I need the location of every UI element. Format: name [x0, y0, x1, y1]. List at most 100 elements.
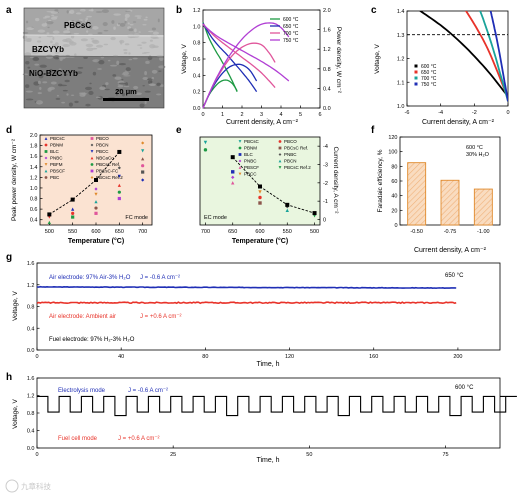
y-tick-label: -3	[323, 163, 328, 169]
legend-swatch	[278, 159, 282, 163]
legend-swatch	[238, 140, 242, 143]
x-tick-label: 2	[240, 112, 243, 118]
bar-1	[440, 179, 460, 226]
y-tick-label: 0.4	[27, 429, 35, 435]
legend-label: 650 °C	[283, 24, 299, 30]
x-tick-label: 0	[506, 110, 509, 116]
legend-label: 750 °C	[421, 82, 437, 88]
x-tick-label: 0	[35, 452, 38, 458]
legend-label: 700 °C	[421, 76, 437, 82]
panel-label: h	[6, 372, 12, 383]
legend-label: PBCC	[96, 149, 109, 154]
y-tick-label: 0.8	[30, 197, 38, 203]
x-tick-label: 75	[442, 452, 448, 458]
legend-label: BLC	[244, 152, 254, 157]
trend-point	[230, 155, 235, 160]
y-tick-label: 1.1	[397, 80, 405, 86]
x-tick-label: 650	[228, 229, 237, 235]
legend-label: PBSCF	[50, 169, 65, 174]
legend-swatch	[278, 153, 282, 156]
stability-line-1	[36, 301, 457, 305]
data-point	[141, 157, 145, 161]
y-tick-label: 1.2	[397, 57, 405, 63]
y-tick-label: 0.4	[193, 73, 201, 79]
y-axis-label: Voltage, V	[12, 399, 19, 429]
data-point	[258, 195, 262, 200]
x-tick-label: 80	[202, 354, 208, 360]
legend-swatch	[414, 76, 418, 80]
y-tick-label: -4	[323, 144, 328, 150]
power-curve-1	[202, 63, 258, 109]
y2-tick-label: 1.6	[323, 28, 331, 34]
y-axis-label: Peak power density, W cm⁻²	[11, 138, 18, 221]
data-point	[258, 201, 262, 205]
current-label-2: J = +0.6 A cm⁻²	[140, 314, 182, 320]
temperature-label: 650 °C	[445, 273, 464, 279]
x-tick-label: -0.75	[444, 229, 457, 235]
legend-label: PBCsC	[50, 136, 66, 141]
legend-swatch	[238, 153, 242, 156]
legend-label: PBCsC-FC	[96, 169, 119, 174]
watermark: 九章科技	[21, 481, 51, 491]
x-tick-label: 550	[68, 229, 77, 235]
legend-label: 650 °C	[421, 70, 437, 76]
x-tick-label: 650	[115, 229, 124, 235]
data-point	[117, 174, 121, 178]
data-point	[117, 190, 121, 194]
y-axis-label: Voltage, V	[181, 44, 188, 74]
legend-swatch	[44, 137, 48, 140]
y-tick-label: 1.0	[397, 104, 405, 110]
x-tick-label: -0.50	[410, 229, 423, 235]
legend-swatch	[44, 163, 48, 166]
legend-label: 700 °C	[283, 31, 299, 37]
mode-label: FC mode	[125, 215, 148, 221]
legend-label: PBNM	[50, 143, 63, 148]
data-point	[94, 187, 98, 191]
iv-curve-3	[489, 11, 508, 102]
power-curve-0	[202, 79, 238, 109]
condition-label-3: Fuel electrode: 97% H₂-3% H₂O	[49, 337, 135, 343]
y-tick-label: 1.4	[30, 165, 38, 171]
legend-label: 750 °C	[283, 38, 299, 44]
y-tick-label: 0.8	[27, 305, 35, 311]
x-tick-label: -6	[405, 110, 410, 116]
x-tick-label: -2	[472, 110, 477, 116]
y-tick-label: 1.2	[193, 8, 201, 14]
x-tick-label: 4	[279, 112, 282, 118]
x-tick-label: 50	[306, 452, 312, 458]
trend-point	[312, 211, 317, 216]
temperature-label: 600 °C	[455, 385, 474, 391]
data-point	[47, 220, 51, 224]
panel-label: c	[371, 5, 377, 16]
y-tick-label: 40	[391, 194, 397, 200]
data-point	[117, 196, 121, 201]
legend-swatch	[238, 172, 242, 176]
data-point	[71, 211, 75, 215]
x-tick-label: 25	[170, 452, 176, 458]
legend-label: PBCsC Ref.	[284, 146, 308, 151]
layer-label-bzcyyb: BZCYYb	[32, 45, 64, 54]
legend-swatch	[44, 143, 48, 147]
legend-label: PNBC	[50, 156, 63, 161]
legend-label: PBCO	[96, 136, 109, 141]
y-tick-label: 0.6	[193, 57, 201, 63]
y-axis-label: Voltage, V	[12, 291, 19, 321]
legend-label: PNBC	[244, 159, 257, 164]
x-tick-label: 120	[285, 354, 294, 360]
x-tick-label: 550	[283, 229, 292, 235]
current-label-2: J = +0.6 A cm⁻²	[118, 436, 160, 442]
y-tick-label: 1.6	[27, 261, 35, 267]
iv-curve-0	[418, 11, 508, 98]
curves-c	[418, 11, 508, 102]
trend-line	[232, 156, 315, 214]
legend-swatch	[90, 143, 94, 147]
mode-label: EC mode	[204, 215, 227, 221]
y-tick-label: 0.4	[27, 326, 35, 332]
trend-point	[70, 197, 75, 202]
legend-label: PBNM	[244, 146, 257, 151]
annotation: 30% H₂O	[466, 152, 490, 158]
x-axis-label: Temperature (°C)	[68, 237, 124, 245]
data-point	[141, 170, 145, 174]
legend-swatch	[278, 146, 282, 150]
y-tick-label: 1.6	[27, 376, 35, 382]
